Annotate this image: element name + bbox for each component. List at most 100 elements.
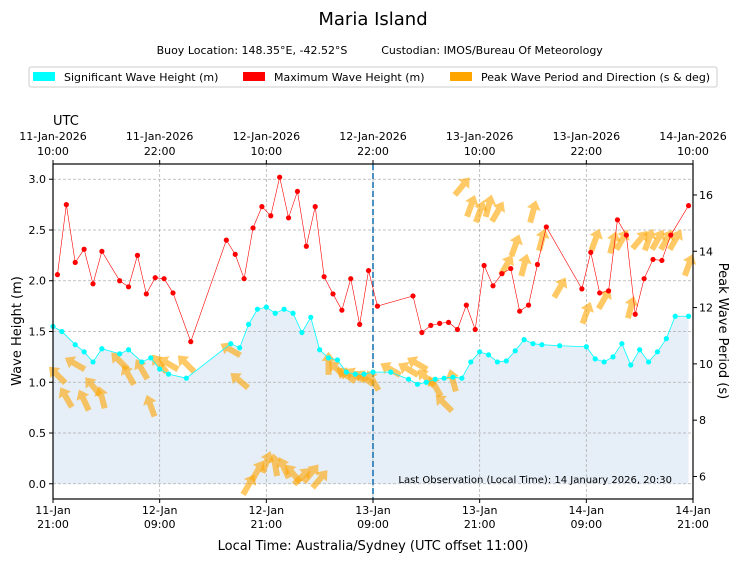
period-arrow (527, 200, 541, 224)
sig-height-point (637, 347, 643, 353)
max-height-point (463, 302, 469, 308)
max-height-point (90, 281, 96, 287)
period-arrow-shape (76, 389, 92, 412)
period-arrow-shape (220, 342, 242, 358)
period-arrow-shape (464, 194, 479, 218)
period-arrow-shape (354, 370, 375, 387)
top-tick-date: 13-Jan-2026 (446, 130, 514, 143)
max-height-point (170, 290, 176, 296)
top-tick-time: 22:00 (357, 145, 389, 158)
top-tick-time: 22:00 (570, 145, 602, 158)
sig-height-point (414, 381, 421, 387)
sig-height-point (388, 369, 394, 375)
max-height-point (534, 261, 541, 268)
max-height-point (348, 276, 354, 282)
custodian: Custodian: IMOS/Bureau Of Meteorology (381, 44, 603, 57)
period-arrow-shape (158, 356, 180, 372)
legend-swatch-max (243, 72, 265, 81)
sig-height-point (325, 355, 332, 361)
sig-height-point (628, 362, 634, 368)
sig-height-point (539, 342, 545, 348)
period-arrow (134, 359, 150, 381)
sig-height-point (432, 376, 438, 382)
period-arrow-shape (120, 364, 137, 387)
left-tick-label: 1.0 (29, 376, 47, 389)
sig-height-point (272, 310, 278, 316)
max-height-point (659, 257, 665, 264)
max-height-point (579, 286, 585, 292)
period-arrow (596, 288, 612, 311)
period-arrow (94, 386, 108, 410)
sig-height-point (308, 314, 314, 320)
max-height-point (330, 291, 336, 297)
sig-height-point (485, 352, 492, 358)
right-tick-label: 14 (699, 245, 713, 258)
max-height-point (268, 213, 274, 219)
max-height-point (481, 262, 487, 269)
sig-height-point (139, 359, 145, 365)
sig-height-point (663, 336, 669, 342)
period-arrow-shape (151, 354, 170, 375)
legend-label-period: Peak Wave Period and Direction (s & deg) (481, 71, 710, 84)
max-height-point (339, 307, 345, 313)
period-arrow (473, 200, 488, 224)
sig-height-point (685, 313, 692, 319)
period-arrow (579, 301, 594, 325)
period-arrow (230, 373, 251, 391)
sig-height-point (90, 359, 96, 365)
period-arrow-shape (630, 230, 648, 251)
period-arrow-shape (641, 228, 657, 252)
max-height-point (454, 326, 461, 333)
right-tick-label: 8 (699, 414, 706, 427)
top-tick-date: 12-Jan-2026 (339, 130, 407, 143)
sig-height-point (610, 354, 616, 360)
period-arrow-shape (398, 361, 420, 378)
sig-height-point (503, 358, 509, 364)
legend-label-max: Maximum Wave Height (m) (274, 71, 425, 84)
top-tick-time: 10:00 (37, 145, 69, 158)
max-height-point (410, 293, 416, 299)
utc-label: UTC (53, 114, 79, 129)
period-arrow-shape (527, 200, 541, 224)
sig-height-point (654, 349, 661, 355)
top-tick-time: 10:00 (250, 145, 282, 158)
sig-height-area (53, 307, 689, 484)
max-height-point (63, 202, 69, 208)
max-height-point (614, 217, 621, 223)
sig-height-point (645, 359, 652, 365)
max-height-point (597, 290, 603, 296)
period-arrow (220, 342, 242, 358)
sig-height-point (125, 347, 132, 353)
top-tick-time: 10:00 (677, 145, 709, 158)
top-tick-date: 14-Jan-2026 (659, 130, 727, 143)
bottom-tick-time: 21:00 (677, 518, 709, 531)
bottom-tick-date: 11-Jan (35, 504, 71, 517)
max-height-point (81, 246, 87, 252)
period-arrow (427, 376, 444, 398)
max-height-point (632, 311, 638, 317)
period-arrow (398, 361, 420, 378)
sig-height-point (334, 357, 341, 363)
period-arrow-shape (498, 254, 514, 277)
bottom-tick-time: 09:00 (357, 518, 389, 531)
max-height-point (623, 232, 629, 238)
max-height-point (117, 278, 123, 284)
left-tick-label: 0.0 (29, 478, 47, 491)
bottom-tick-date: 14-Jan (675, 504, 711, 517)
legend-swatch-sig (33, 72, 55, 81)
sig-height-point (99, 346, 105, 352)
max-height-point (641, 276, 647, 282)
sig-height-point (148, 355, 154, 361)
max-height-point (588, 249, 594, 255)
max-height-point (303, 243, 309, 249)
period-arrow-shape (365, 370, 382, 392)
period-arrow (58, 387, 75, 409)
max-height-point (312, 204, 318, 210)
period-arrow-shape (624, 295, 639, 319)
sig-height-point (183, 375, 189, 381)
left-tick-label: 0.5 (29, 427, 47, 440)
period-arrow (482, 194, 497, 218)
y-axis-label-right: Peak Wave Period (s) (715, 263, 730, 399)
legend: Significant Wave Height (m) Maximum Wave… (28, 66, 718, 88)
period-arrow-shape (427, 376, 444, 398)
